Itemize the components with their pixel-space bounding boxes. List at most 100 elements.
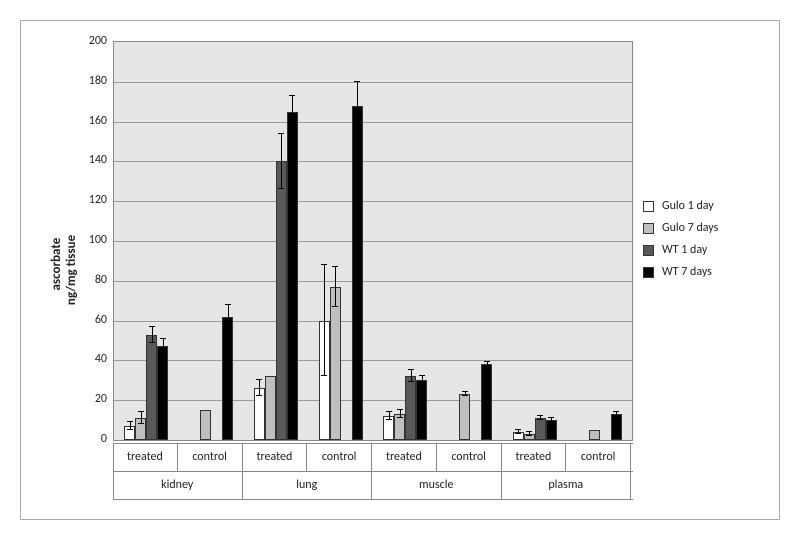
bar-lung-control-gulo_7_days (330, 287, 341, 440)
bar-lung-treated-gulo_7_days (265, 376, 276, 440)
grid-line (114, 122, 632, 123)
bar-muscle-control-wt_7_days (481, 364, 492, 440)
errorbar-cap (408, 369, 414, 370)
errorbar-cap (515, 429, 521, 430)
bar-plasma-treated-wt_1_day (535, 418, 546, 440)
legend-swatch (643, 223, 654, 234)
bar-muscle-control-gulo_7_days (459, 394, 470, 440)
legend-label: Gulo 7 days (662, 221, 718, 235)
x-subgroup-label: treated (502, 443, 567, 471)
errorbar-cap (138, 423, 144, 424)
bar-plasma-control-wt_7_days (611, 414, 622, 440)
legend-label: WT 1 day (662, 243, 707, 257)
errorbar-cap (278, 133, 284, 134)
bar-lung-treated-wt_1_day (276, 161, 287, 440)
legend-item-gulo_7_days: Gulo 7 days (643, 221, 763, 235)
errorbar-cap (332, 266, 338, 267)
errorbar-cap (537, 419, 543, 420)
errorbar-cap (397, 417, 403, 418)
x-tissue-label: lung (243, 471, 373, 499)
y-tick-label: 200 (89, 34, 107, 48)
errorbar (163, 339, 164, 355)
y-tick-label: 80 (95, 273, 107, 287)
y-axis-ticks: 020406080100120140160180200 (81, 41, 111, 441)
errorbar-cap (149, 342, 155, 343)
errorbar (152, 327, 153, 343)
y-tick-label: 0 (101, 432, 107, 446)
errorbar-cap (256, 379, 262, 380)
errorbar-cap (278, 188, 284, 189)
grid-line (114, 321, 632, 322)
grid-line (114, 161, 632, 162)
x-subgroup-label: control (178, 443, 243, 471)
errorbar-cap (225, 304, 231, 305)
x-subgroup-label: treated (113, 443, 178, 471)
x-subgroup-label: control (566, 443, 631, 471)
errorbar-cap (127, 421, 133, 422)
y-tick-label: 120 (89, 193, 107, 207)
y-tick-label: 60 (95, 313, 107, 327)
errorbar-cap (408, 381, 414, 382)
errorbar (281, 134, 282, 190)
errorbar-cap (138, 411, 144, 412)
x-tissue-label: plasma (502, 471, 632, 499)
errorbar-cap (160, 338, 166, 339)
errorbar-cap (354, 129, 360, 130)
legend-swatch (643, 245, 654, 256)
bar-lung-treated-wt_7_days (287, 112, 298, 440)
legend: Gulo 1 day Gulo 7 days WT 1 day WT 7 days (643, 191, 763, 287)
legend-label: WT 7 days (662, 265, 712, 279)
bar-kidney-control-wt_7_days (222, 317, 233, 440)
bar-muscle-treated-wt_1_day (405, 376, 416, 440)
errorbar (335, 267, 336, 307)
y-tick-label: 180 (89, 74, 107, 88)
errorbar-cap (419, 383, 425, 384)
y-tick-label: 160 (89, 114, 107, 128)
errorbar (228, 305, 229, 329)
errorbar (292, 96, 293, 128)
errorbar-cap (515, 433, 521, 434)
y-axis-title-line1: ascorbate ng/mg tissue (49, 235, 79, 305)
legend-item-wt_7_days: WT 7 days (643, 265, 763, 279)
x-subgroup-label: control (437, 443, 502, 471)
legend-item-wt_1_day: WT 1 day (643, 243, 763, 257)
grid-line (114, 360, 632, 361)
y-tick-label: 20 (95, 392, 107, 406)
errorbar-cap (386, 411, 392, 412)
errorbar-cap (537, 415, 543, 416)
bar-lung-control-wt_7_days (352, 106, 363, 440)
errorbar-cap (526, 435, 532, 436)
errorbar-cap (548, 417, 554, 418)
legend-swatch (643, 267, 654, 278)
errorbar-cap (397, 409, 403, 410)
y-tick-label: 140 (89, 153, 107, 167)
grid-line (114, 241, 632, 242)
errorbar-cap (332, 306, 338, 307)
bar-muscle-treated-wt_7_days (416, 380, 427, 440)
x-subgroup-label: treated (372, 443, 437, 471)
errorbar (324, 265, 325, 376)
errorbar-cap (548, 421, 554, 422)
errorbar-cap (127, 429, 133, 430)
errorbar-cap (160, 353, 166, 354)
errorbar-cap (289, 127, 295, 128)
legend-item-gulo_1_day: Gulo 1 day (643, 199, 763, 213)
legend-label: Gulo 1 day (662, 199, 714, 213)
grid-line (114, 400, 632, 401)
errorbar (259, 380, 260, 396)
errorbar-cap (484, 361, 490, 362)
errorbar-cap (419, 375, 425, 376)
errorbar-cap (289, 95, 295, 96)
legend-swatch (643, 201, 654, 212)
bar-kidney-treated-wt_1_day (146, 335, 157, 440)
errorbar-cap (321, 375, 327, 376)
errorbar-cap (484, 365, 490, 366)
grid-line (114, 82, 632, 83)
grid-line (114, 281, 632, 282)
x-axis-labels: treatedcontrolkidneytreatedcontrollungtr… (113, 443, 633, 503)
errorbar-cap (256, 395, 262, 396)
chart-frame: ascorbate ng/mg tissue 02040608010012014… (20, 20, 780, 520)
bar-plasma-treated-wt_7_days (546, 420, 557, 440)
bar-kidney-treated-wt_7_days (157, 346, 168, 440)
errorbar-cap (321, 264, 327, 265)
